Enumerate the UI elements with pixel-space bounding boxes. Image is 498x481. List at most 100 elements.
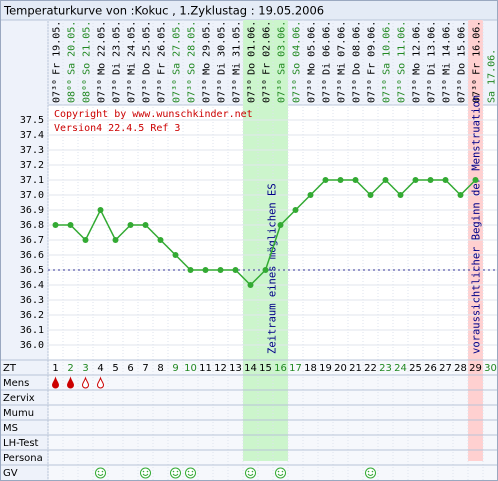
day-label: Sa 10.06. <box>382 21 393 75</box>
temperature-point <box>127 222 134 228</box>
zt-label: 26 <box>424 363 437 374</box>
row-label: Mumu <box>3 408 34 419</box>
zt-label: 21 <box>349 363 362 374</box>
zt-label: 23 <box>379 363 392 374</box>
row-label: Mens <box>3 378 29 389</box>
zt-label: 15 <box>259 363 272 374</box>
time-label: 07³⁰ <box>232 79 243 103</box>
time-label: 07³⁰ <box>412 79 423 103</box>
smiley-eye <box>251 470 254 473</box>
date-label: 07³⁰ Di 30.05. <box>217 21 228 103</box>
smiley-mouth <box>187 473 194 476</box>
temperature-point <box>412 177 419 183</box>
smiley-face <box>245 467 256 479</box>
smiley-face <box>365 467 376 479</box>
gv-smiley <box>95 467 106 479</box>
row-label: LH-Test <box>3 438 39 449</box>
date-label: 07³⁰ Di 13.06. <box>427 21 438 103</box>
date-label: 07³⁰ Fr 02.06. <box>262 21 273 103</box>
temperature-point <box>322 177 329 183</box>
label-column <box>0 19 49 481</box>
y-tick-label: 36.6 <box>20 250 44 261</box>
smiley-mouth <box>172 473 179 476</box>
zt-label: 14 <box>244 363 257 374</box>
temperature-point <box>112 237 119 243</box>
date-label: 07³⁰ So 04.06. <box>292 21 303 103</box>
fertile-label: Zeitraum eines möglichen ES <box>267 183 279 354</box>
temperature-point <box>427 177 434 183</box>
temperature-point <box>472 177 479 183</box>
y-tick-label: 36.8 <box>20 220 44 231</box>
temperature-point <box>172 252 179 258</box>
smiley-face <box>170 467 181 479</box>
day-label: Mo 05.06. <box>307 21 318 75</box>
smiley-mouth <box>142 473 149 476</box>
temperature-point <box>337 177 344 183</box>
smiley-mouth <box>97 473 104 476</box>
smiley-eye <box>176 470 179 473</box>
time-label: 07³⁰ <box>337 79 348 103</box>
temperature-point <box>232 267 239 273</box>
time-label: 07³⁰ <box>322 79 333 103</box>
day-label: Di 30.05. <box>217 21 228 75</box>
date-label: 08⁰⁰ So 21.05. <box>82 21 93 103</box>
y-tick-label: 36.1 <box>20 325 44 336</box>
mens-drop <box>51 376 60 389</box>
smiley-eye <box>371 470 374 473</box>
time-label: 07³⁰ <box>127 79 138 103</box>
zt-label: 5 <box>112 363 118 374</box>
temperature-point <box>292 207 299 213</box>
time-label: 08⁰⁰ <box>82 79 93 103</box>
date-label: 08⁰⁰ Sa 20.05. <box>67 21 78 103</box>
temperature-point <box>352 177 359 183</box>
zt-label: 10 <box>184 363 197 374</box>
temperature-point <box>52 222 59 228</box>
time-label: 07³⁰ <box>457 79 468 103</box>
time-label: 07³⁰ <box>202 79 213 103</box>
smiley-eye <box>247 470 250 473</box>
temperature-point <box>142 222 149 228</box>
day-label: Sa 20.05. <box>67 21 78 75</box>
temperature-point <box>217 267 224 273</box>
date-label: 07³⁰ Fr 26.05. <box>157 21 168 103</box>
time-label: 07³⁰ <box>292 79 303 103</box>
day-label: Mi 07.06. <box>337 21 348 75</box>
smiley-face <box>140 467 151 479</box>
smiley-eye <box>191 470 194 473</box>
smiley-eye <box>172 470 175 473</box>
date-label: 07³⁰ Sa 03.06. <box>277 21 288 103</box>
zt-label: 9 <box>172 363 178 374</box>
time-label: 07³⁰ <box>307 79 318 103</box>
day-label: Fr 09.06. <box>367 21 378 75</box>
gv-smiley <box>170 467 181 479</box>
title-bar <box>0 0 498 20</box>
temperature-point <box>247 282 254 288</box>
temperature-point <box>457 192 464 198</box>
zt-label: 12 <box>214 363 227 374</box>
day-label: Mo 29.05. <box>202 21 213 75</box>
y-tick-label: 37.3 <box>20 145 44 156</box>
row-label: Persona <box>3 453 43 464</box>
date-label: 07³⁰ Fr 16.06. <box>472 21 483 103</box>
zt-label: 16 <box>274 363 287 374</box>
row-label: GV <box>3 468 18 479</box>
version: Version4 22.4.5 Ref 3 <box>54 123 180 134</box>
gv-smiley <box>365 467 376 479</box>
date-label: 07³⁰ Mo 12.06. <box>412 21 423 103</box>
date-label: 07³⁰ Fr 09.06. <box>367 21 378 103</box>
y-tick-label: 37.1 <box>20 175 44 186</box>
temperature-point <box>82 237 89 243</box>
smiley-eye <box>146 470 149 473</box>
temperature-point <box>97 207 104 213</box>
row-label: ZT <box>3 363 17 374</box>
date-label: 07³⁰ So 28.05. <box>187 21 198 103</box>
zt-label: 30 <box>484 363 497 374</box>
day-label: Fr 16.06. <box>472 21 483 75</box>
time-label: 08⁰⁰ <box>67 79 78 103</box>
day-label: Do 25.05. <box>142 21 153 75</box>
y-tick-label: 36.4 <box>20 280 44 291</box>
time-label: 07³⁰ <box>442 79 453 103</box>
smiley-eye <box>97 470 100 473</box>
temperature-point <box>382 177 389 183</box>
